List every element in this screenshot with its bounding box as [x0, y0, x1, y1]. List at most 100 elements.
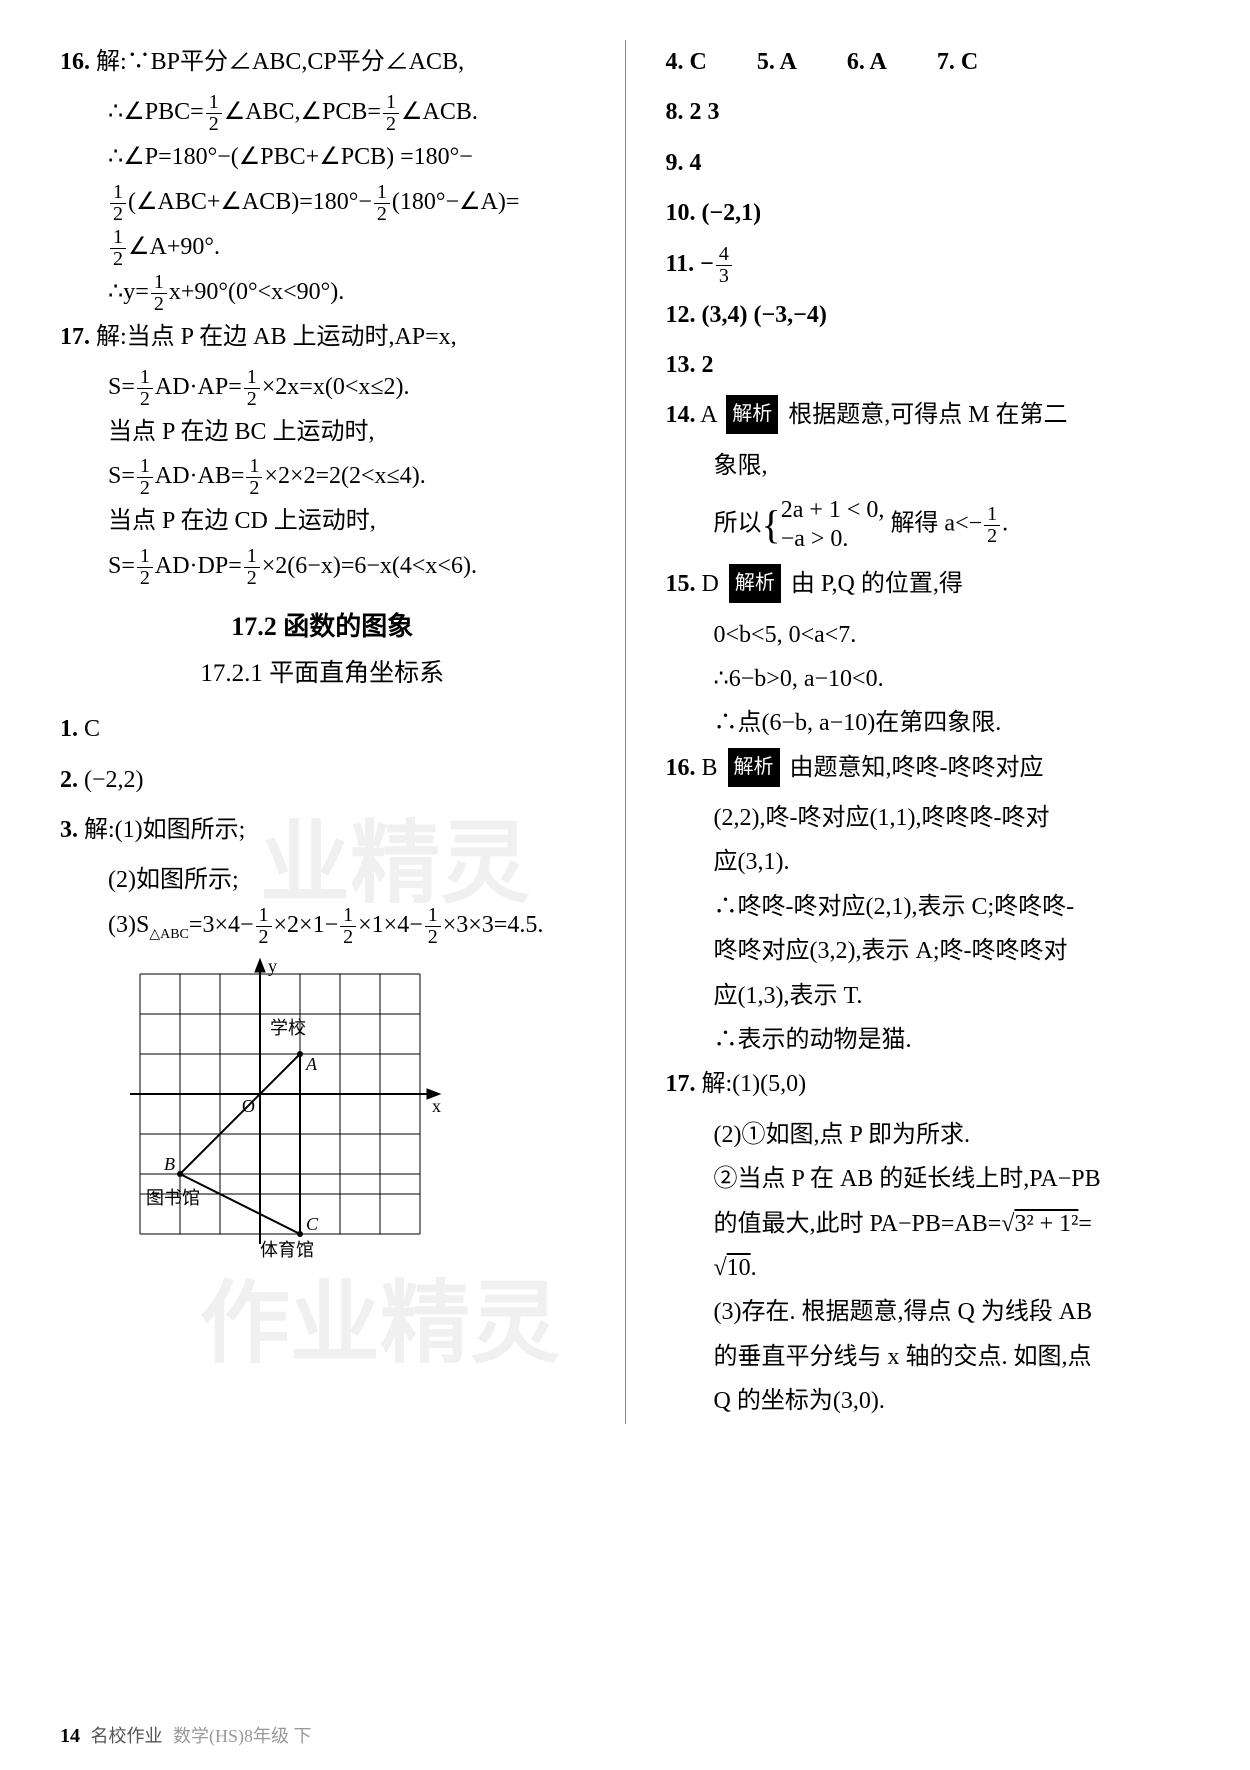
q14-l1: 根据题意,可得点 M 在第二 — [788, 402, 1067, 428]
q10: 10. (−2,1) — [666, 191, 1191, 235]
frac-n: 1 — [246, 456, 262, 478]
tag-analysis: 解析 — [728, 748, 780, 787]
frac: 12 — [244, 546, 260, 589]
page: 16. 解:∵BP平分∠ABC,CP平分∠ACB, ∴∠PBC=12∠ABC,∠… — [0, 0, 1250, 1484]
frac: 12 — [256, 905, 272, 948]
s2: 2. (−2,2) — [60, 758, 585, 802]
q15-l3: ∴6−b>0, a−10<0. — [666, 657, 1191, 701]
footer-sub: 数学(HS)8年级 下 — [173, 1726, 312, 1746]
frac: 12 — [374, 182, 390, 225]
q15-l2: 0<b<5, 0<a<7. — [666, 613, 1191, 657]
q17r-l2: (2)①如图,点 P 即为所求. — [666, 1113, 1191, 1157]
frac-d: 2 — [137, 478, 153, 499]
s2-val: (−2,2) — [84, 767, 144, 793]
left-column: 16. 解:∵BP平分∠ABC,CP平分∠ACB, ∴∠PBC=12∠ABC,∠… — [60, 40, 595, 1424]
column-divider — [625, 40, 626, 1424]
frac-n: 1 — [137, 367, 153, 389]
frac-d: 2 — [246, 478, 262, 499]
s3-l1: 解:(1)如图所示; — [84, 817, 245, 843]
q17-l4: S=12AD·AB=12×2×2=2(2<x≤4). — [60, 454, 585, 499]
q14-num: 14. — [666, 402, 696, 428]
q16-l6: ∴y=12x+90°(0°<x<90°). — [60, 270, 585, 315]
q16r: 16. B 解析 由题意知,咚咚-咚咚对应 — [666, 746, 1191, 790]
s1-num: 1. — [60, 716, 78, 742]
frac: 12 — [137, 456, 153, 499]
q12: 12. (3,4) (−3,−4) — [666, 293, 1191, 337]
right-column: 4. C 5. A 6. A 7. C 8. 2 3 9. 4 10. (−2,… — [656, 40, 1191, 1424]
footer: 14 名校作业 数学(HS)8年级 下 — [60, 1722, 312, 1748]
frac-n: 1 — [374, 182, 390, 204]
q16-l2b: ∠ABC,∠PCB= — [224, 99, 381, 125]
frac: 12 — [206, 92, 222, 135]
frac-d: 2 — [110, 204, 126, 225]
q16-l6b: x+90°(0°<x<90°). — [169, 279, 344, 305]
q16-l2: ∴∠PBC=12∠ABC,∠PCB=12∠ACB. — [60, 90, 585, 135]
q15-l4: ∴点(6−b, a−10)在第四象限. — [666, 701, 1191, 745]
q17r-l7: 的垂直平分线与 x 轴的交点. 如图,点 — [666, 1335, 1191, 1379]
q14-l3: 所以{2a + 1 < 0,−a > 0. 解得 a<−12. — [666, 488, 1191, 562]
frac-n: 1 — [244, 546, 260, 568]
library-label: 图书馆 — [146, 1188, 200, 1208]
frac-n: 1 — [256, 905, 272, 927]
section-title: 17.2 函数的图象 — [60, 603, 585, 651]
frac-n: 1 — [137, 546, 153, 568]
q16r-l5: 咚咚对应(3,2),表示 A;咚-咚咚咚对 — [666, 929, 1191, 973]
q16-l1: 解:∵BP平分∠ABC,CP平分∠ACB, — [96, 49, 464, 75]
frac: 12 — [340, 905, 356, 948]
q15: 15. D 解析 由 P,Q 的位置,得 — [666, 562, 1191, 606]
q5: 5. A — [757, 40, 797, 84]
q16-l4a: (∠ABC+∠ACB)=180°− — [128, 189, 372, 215]
frac-n: 1 — [110, 182, 126, 204]
frac-d: 2 — [340, 927, 356, 948]
s3-l3b: =3×4− — [189, 912, 254, 938]
frac: 12 — [984, 504, 1000, 547]
q17r-l3: ②当点 P 在 AB 的延长线上时,PA−PB — [666, 1157, 1191, 1201]
q17-l2b: AD·AP= — [155, 374, 242, 400]
s3-l3sub: △ABC — [149, 927, 189, 942]
q17-num: 17. — [60, 324, 90, 350]
q17r-l5a: 10 — [727, 1255, 751, 1281]
q16-l6a: ∴y= — [108, 279, 149, 305]
q15-l1: 由 P,Q 的位置,得 — [791, 571, 963, 597]
frac-d: 2 — [244, 568, 260, 589]
frac: 12 — [383, 92, 399, 135]
frac: 12 — [110, 182, 126, 225]
frac-d: 3 — [716, 266, 732, 287]
q16r-l6: 应(1,3),表示 T. — [666, 974, 1191, 1018]
q17r-l4a: 的值最大,此时 PA−PB=AB= — [714, 1211, 1002, 1237]
q14: 14. A 解析 根据题意,可得点 M 在第二 — [666, 393, 1191, 437]
frac-n: 1 — [425, 905, 441, 927]
frac-d: 2 — [137, 568, 153, 589]
q13: 13. 2 — [666, 343, 1191, 387]
q14-l3a: 所以 — [714, 511, 762, 537]
frac-d: 2 — [244, 389, 260, 410]
q6: 6. A — [847, 40, 887, 84]
q17r-num: 17. — [666, 1071, 696, 1097]
q17-l2: S=12AD·AP=12×2x=x(0<x≤2). — [60, 365, 585, 410]
x-label: x — [432, 1096, 441, 1116]
q16: 16. 解:∵BP平分∠ABC,CP平分∠ACB, — [60, 40, 585, 84]
frac: 12 — [137, 367, 153, 410]
q17-l6b: AD·DP= — [155, 553, 242, 579]
frac-d: 2 — [137, 389, 153, 410]
frac: 12 — [246, 456, 262, 499]
page-number: 14 — [60, 1725, 80, 1747]
frac: 12 — [425, 905, 441, 948]
frac-n: 1 — [137, 456, 153, 478]
frac-n: 1 — [206, 92, 222, 114]
q17-l3: 当点 P 在边 BC 上运动时, — [60, 410, 585, 454]
tag-analysis: 解析 — [729, 564, 781, 603]
o-label: O — [242, 1096, 255, 1116]
q16-l3: ∴∠P=180°−(∠PBC+∠PCB) =180°− — [60, 135, 585, 179]
q16r-l2: (2,2),咚-咚对应(1,1),咚咚咚-咚对 — [666, 796, 1191, 840]
s3-l3d: ×1×4− — [358, 912, 423, 938]
frac-n: 1 — [110, 227, 126, 249]
q14-ans: A — [700, 402, 716, 428]
frac-d: 2 — [110, 249, 126, 270]
q16-l3a: ∴∠P=180°−(∠PBC+∠PCB) =180°− — [108, 144, 473, 170]
frac-d: 2 — [256, 927, 272, 948]
q17r-l5: √10. — [666, 1246, 1191, 1290]
school-label: 学校 — [270, 1018, 306, 1038]
frac: 12 — [137, 546, 153, 589]
q17-l6: S=12AD·DP=12×2(6−x)=6−x(4<x<6). — [60, 544, 585, 589]
